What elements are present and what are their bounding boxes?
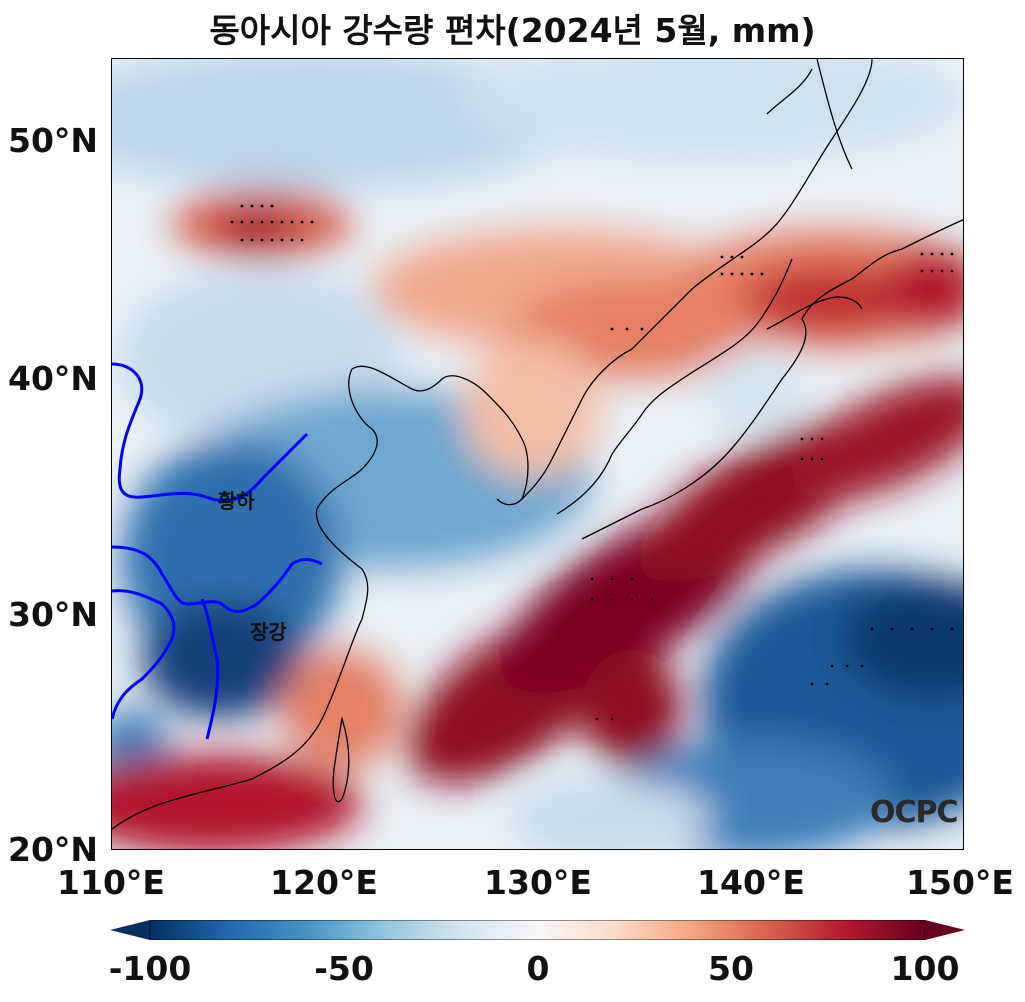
lon-tick-150: 150°E	[906, 863, 1014, 902]
precipitation-anomaly-map	[111, 58, 964, 850]
colorbar-tick-0: 0	[526, 949, 550, 988]
lat-tick-30: 30°N	[8, 595, 99, 634]
lon-tick-140: 140°E	[697, 863, 805, 902]
colorbar-tick-50: 50	[708, 949, 754, 988]
ocpc-logo: OCPC	[870, 795, 959, 830]
anomaly-field	[112, 59, 963, 849]
yangtze-river-label: 장강	[250, 620, 287, 644]
colorbar-tick-neg50: -50	[314, 949, 374, 988]
rivers	[112, 362, 323, 740]
colorbar-tick-100: 100	[890, 949, 960, 988]
map-title: 동아시아 강수량 편차(2024년 5월, mm)	[209, 11, 816, 50]
significance-stipple	[230, 204, 954, 721]
colorbar	[110, 920, 965, 940]
colorbar-tick-neg100: -100	[108, 949, 192, 988]
lon-tick-120: 120°E	[270, 863, 378, 902]
lat-tick-50: 50°N	[8, 121, 99, 160]
lat-tick-20: 20°N	[8, 830, 99, 869]
lon-tick-110: 110°E	[57, 863, 165, 902]
lat-tick-40: 40°N	[8, 359, 99, 398]
lon-tick-130: 130°E	[484, 863, 592, 902]
yellow-river-label: 황하	[218, 489, 255, 513]
coastlines	[112, 59, 963, 830]
